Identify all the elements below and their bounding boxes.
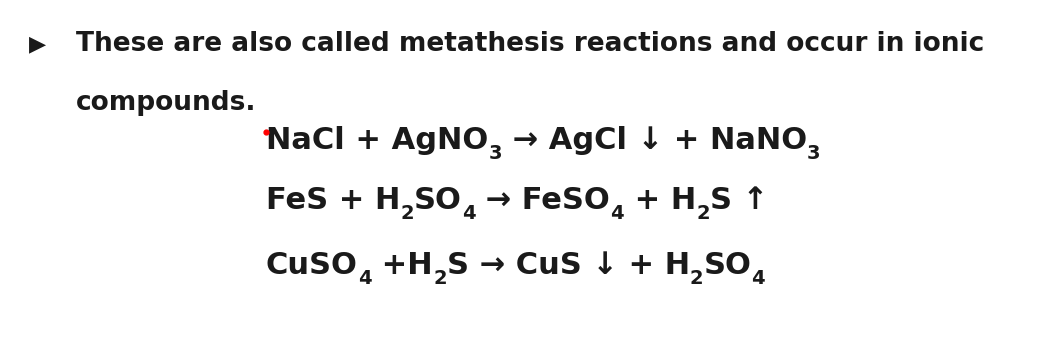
Text: → AgCl ↓ + NaNO: → AgCl ↓ + NaNO	[502, 126, 807, 155]
Text: 4: 4	[610, 203, 624, 223]
Text: SO: SO	[414, 186, 462, 215]
Text: compounds.: compounds.	[76, 90, 257, 116]
Text: 2: 2	[696, 203, 709, 223]
Text: +H: +H	[371, 251, 433, 280]
Text: 2: 2	[689, 268, 703, 288]
Text: 3: 3	[488, 144, 502, 163]
Text: ▶: ▶	[29, 35, 46, 54]
Text: 4: 4	[358, 268, 371, 288]
Text: S → CuS ↓ + H: S → CuS ↓ + H	[446, 251, 689, 280]
Text: These are also called metathesis reactions and occur in ionic: These are also called metathesis reactio…	[76, 31, 985, 57]
Text: + H: + H	[624, 186, 696, 215]
Text: 4: 4	[751, 268, 765, 288]
Text: NaCl + AgNO: NaCl + AgNO	[266, 126, 488, 155]
Text: → FeSO: → FeSO	[476, 186, 610, 215]
Text: CuSO: CuSO	[266, 251, 358, 280]
Text: S ↑: S ↑	[709, 186, 768, 215]
Text: 2: 2	[433, 268, 446, 288]
Text: 3: 3	[807, 144, 821, 163]
Text: SO: SO	[703, 251, 751, 280]
Text: 4: 4	[462, 203, 476, 223]
Text: 2: 2	[401, 203, 414, 223]
Text: FeS + H: FeS + H	[266, 186, 401, 215]
